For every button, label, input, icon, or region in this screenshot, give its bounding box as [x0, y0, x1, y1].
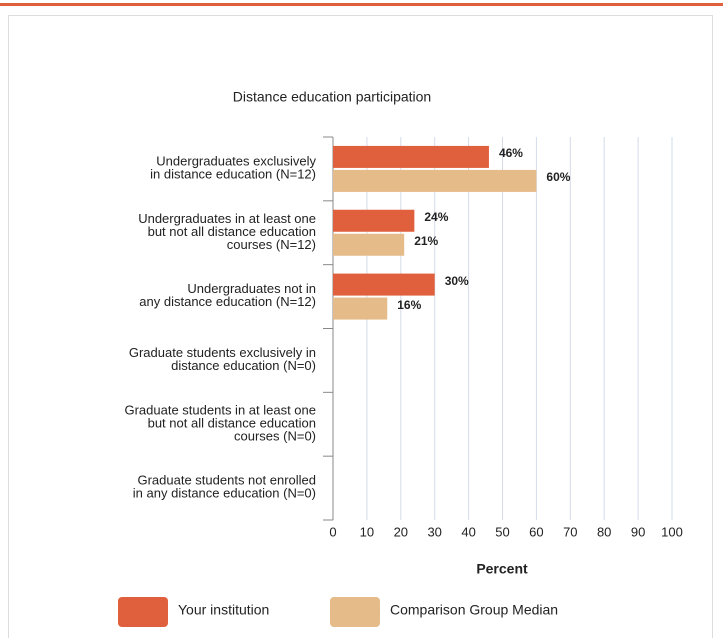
y-tick-label: Graduate students in at least one but not…: [124, 403, 316, 444]
x-axis-label: Percent: [476, 561, 528, 577]
x-tick-label: 10: [360, 524, 374, 539]
y-tick-label: Undergraduates exclusively in distance ed…: [150, 154, 316, 182]
value-label: 16%: [397, 298, 421, 312]
panel: [8, 15, 713, 638]
label-line: any distance education (N=12): [139, 295, 316, 310]
value-label: 21%: [414, 234, 438, 248]
y-tick-label: Undergraduates in at least one but not al…: [138, 211, 316, 252]
x-tick-label: 80: [597, 524, 611, 539]
label-line: in any distance education (N=0): [133, 486, 316, 501]
bar: [333, 169, 537, 192]
legend-swatch: [118, 597, 168, 627]
label-line: courses (N=0): [234, 429, 316, 444]
x-tick-label: 20: [394, 524, 408, 539]
value-label: 60%: [546, 170, 570, 184]
label-line: but not all distance education: [148, 224, 316, 239]
bar: [333, 145, 489, 168]
label-line: Undergraduates in at least one: [138, 211, 316, 226]
bar: [333, 273, 435, 296]
value-label: 30%: [445, 274, 469, 288]
label-line: distance education (N=0): [171, 358, 316, 373]
x-tick-label: 50: [495, 524, 509, 539]
chart-title: Distance education participation: [233, 89, 431, 105]
y-tick-label: Graduate students not enrolled in any dis…: [133, 473, 316, 501]
x-tick-label: 60: [529, 524, 543, 539]
x-tick-label: 70: [563, 524, 577, 539]
legend-label: Your institution: [178, 602, 269, 618]
label-line: Undergraduates exclusively: [156, 154, 316, 169]
y-tick-label: Graduate students exclusively in distance…: [129, 345, 316, 373]
label-line: Undergraduates not in: [187, 282, 316, 297]
top-rule: [0, 3, 723, 6]
legend-swatch: [330, 597, 380, 627]
bar: [333, 233, 405, 256]
x-tick-label: 90: [631, 524, 645, 539]
x-tick-label: 0: [329, 524, 336, 539]
label-line: Graduate students in at least one: [124, 403, 316, 418]
label-line: Graduate students not enrolled: [137, 473, 316, 488]
label-line: Graduate students exclusively in: [129, 345, 316, 360]
bar: [333, 297, 388, 320]
label-line: in distance education (N=12): [150, 167, 316, 182]
y-tick-label: Undergraduates not in any distance educat…: [139, 282, 316, 310]
value-label: 46%: [499, 146, 523, 160]
label-line: but not all distance education: [148, 416, 316, 431]
x-tick-label: 40: [461, 524, 475, 539]
bar: [333, 209, 415, 232]
x-tick-label: 100: [661, 524, 683, 539]
value-label: 24%: [424, 210, 448, 224]
label-line: courses (N=12): [227, 237, 316, 252]
x-tick-label: 30: [427, 524, 441, 539]
legend-label: Comparison Group Median: [390, 602, 558, 618]
